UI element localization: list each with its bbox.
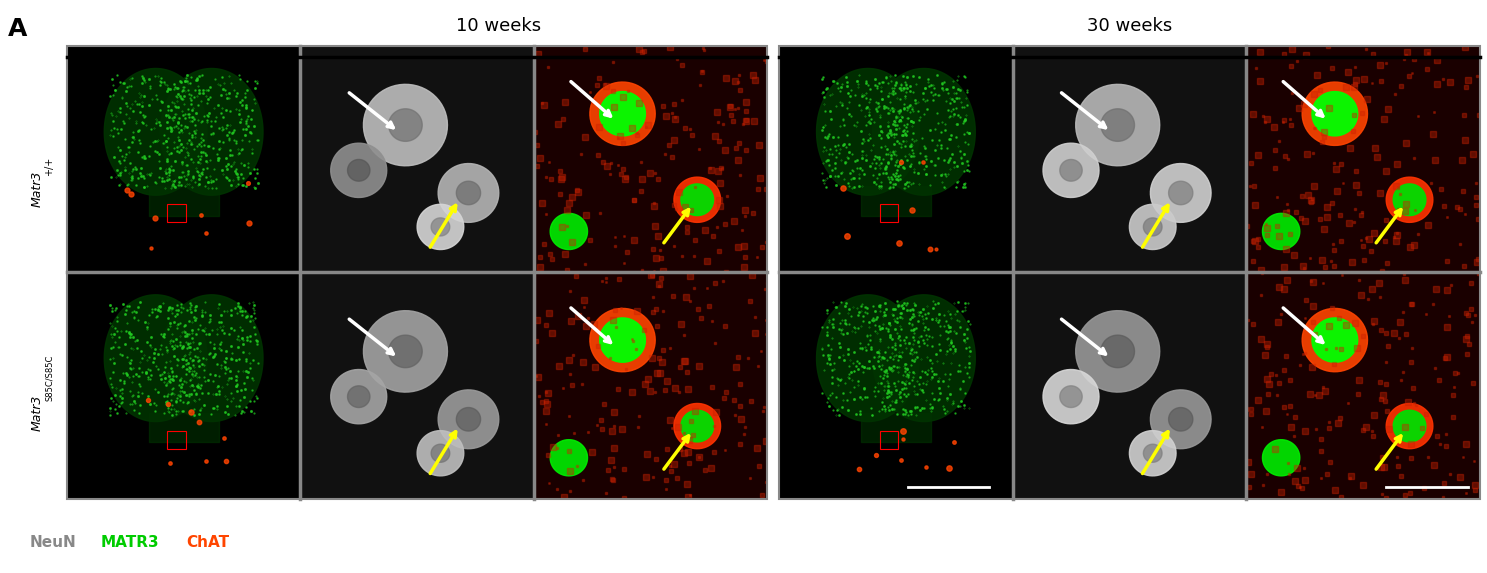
Polygon shape: [1262, 439, 1300, 476]
Polygon shape: [1169, 407, 1193, 431]
Polygon shape: [348, 386, 370, 407]
Polygon shape: [816, 295, 919, 422]
Polygon shape: [1144, 218, 1161, 236]
Polygon shape: [1100, 335, 1135, 368]
Polygon shape: [1042, 370, 1099, 424]
Polygon shape: [104, 69, 207, 195]
Polygon shape: [418, 205, 464, 249]
Polygon shape: [873, 295, 975, 422]
Polygon shape: [1130, 205, 1176, 249]
Polygon shape: [674, 403, 721, 449]
Polygon shape: [590, 308, 656, 372]
Polygon shape: [388, 109, 422, 142]
Polygon shape: [363, 84, 448, 166]
Polygon shape: [431, 444, 449, 462]
Polygon shape: [457, 181, 480, 205]
Polygon shape: [439, 163, 498, 222]
Polygon shape: [599, 92, 645, 136]
Bar: [880, 204, 898, 222]
Polygon shape: [816, 69, 919, 195]
Polygon shape: [681, 410, 714, 442]
Text: ChAT: ChAT: [186, 535, 229, 550]
Polygon shape: [550, 213, 587, 249]
Text: +/+: +/+: [45, 156, 54, 176]
Text: A: A: [7, 17, 27, 41]
Polygon shape: [439, 390, 498, 449]
Polygon shape: [104, 295, 207, 422]
Polygon shape: [1312, 92, 1358, 136]
Polygon shape: [1262, 213, 1300, 249]
Text: NeuN: NeuN: [30, 535, 76, 550]
Polygon shape: [1393, 184, 1426, 215]
Polygon shape: [1312, 318, 1358, 362]
Polygon shape: [457, 407, 480, 431]
Bar: [880, 431, 898, 449]
Polygon shape: [1386, 403, 1433, 449]
Polygon shape: [1151, 163, 1210, 222]
Polygon shape: [1393, 410, 1426, 442]
Polygon shape: [1303, 308, 1368, 372]
Polygon shape: [1151, 390, 1210, 449]
Polygon shape: [330, 370, 387, 424]
Polygon shape: [599, 318, 645, 362]
Polygon shape: [1303, 82, 1368, 146]
Polygon shape: [1386, 177, 1433, 222]
Text: S85C/S85C: S85C/S85C: [45, 355, 54, 401]
Polygon shape: [674, 177, 721, 222]
Polygon shape: [1130, 431, 1176, 476]
Polygon shape: [161, 295, 263, 422]
Bar: [168, 431, 186, 449]
Polygon shape: [681, 184, 714, 215]
Polygon shape: [388, 335, 422, 368]
Polygon shape: [1075, 84, 1160, 166]
Polygon shape: [1100, 109, 1135, 142]
Bar: [168, 204, 186, 222]
Text: Matr3: Matr3: [31, 394, 43, 431]
Polygon shape: [1075, 311, 1160, 392]
Polygon shape: [431, 218, 449, 236]
Text: 30 weeks: 30 weeks: [1087, 17, 1173, 35]
Polygon shape: [161, 69, 263, 195]
Polygon shape: [330, 143, 387, 198]
Text: Matr3: Matr3: [31, 171, 43, 207]
Polygon shape: [550, 439, 587, 476]
Polygon shape: [590, 82, 656, 146]
Polygon shape: [1060, 159, 1083, 181]
Polygon shape: [1169, 181, 1193, 205]
Text: 10 weeks: 10 weeks: [455, 17, 541, 35]
Text: MATR3: MATR3: [101, 535, 159, 550]
Polygon shape: [418, 431, 464, 476]
Polygon shape: [348, 159, 370, 181]
Polygon shape: [363, 311, 448, 392]
Polygon shape: [1060, 386, 1083, 407]
Polygon shape: [1144, 444, 1161, 462]
Polygon shape: [1042, 143, 1099, 198]
Polygon shape: [873, 69, 975, 195]
